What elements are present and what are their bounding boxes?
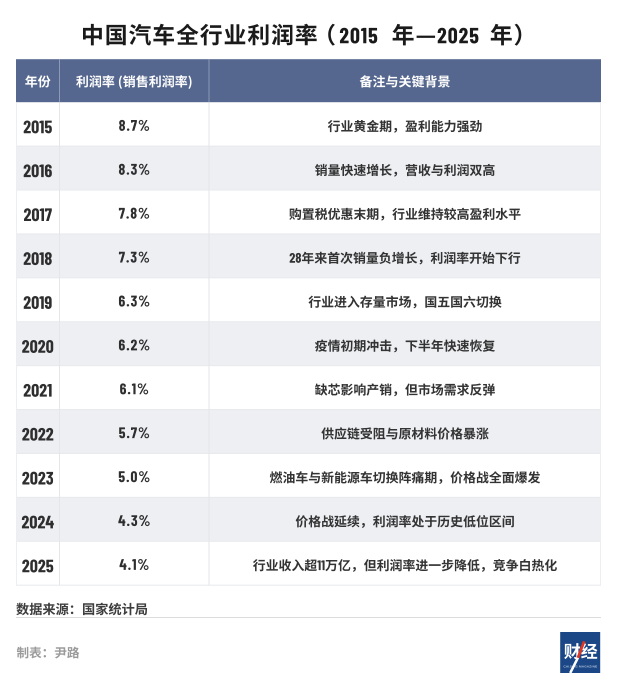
svg-text:CAIJING MAGAZINE: CAIJING MAGAZINE <box>563 665 597 669</box>
